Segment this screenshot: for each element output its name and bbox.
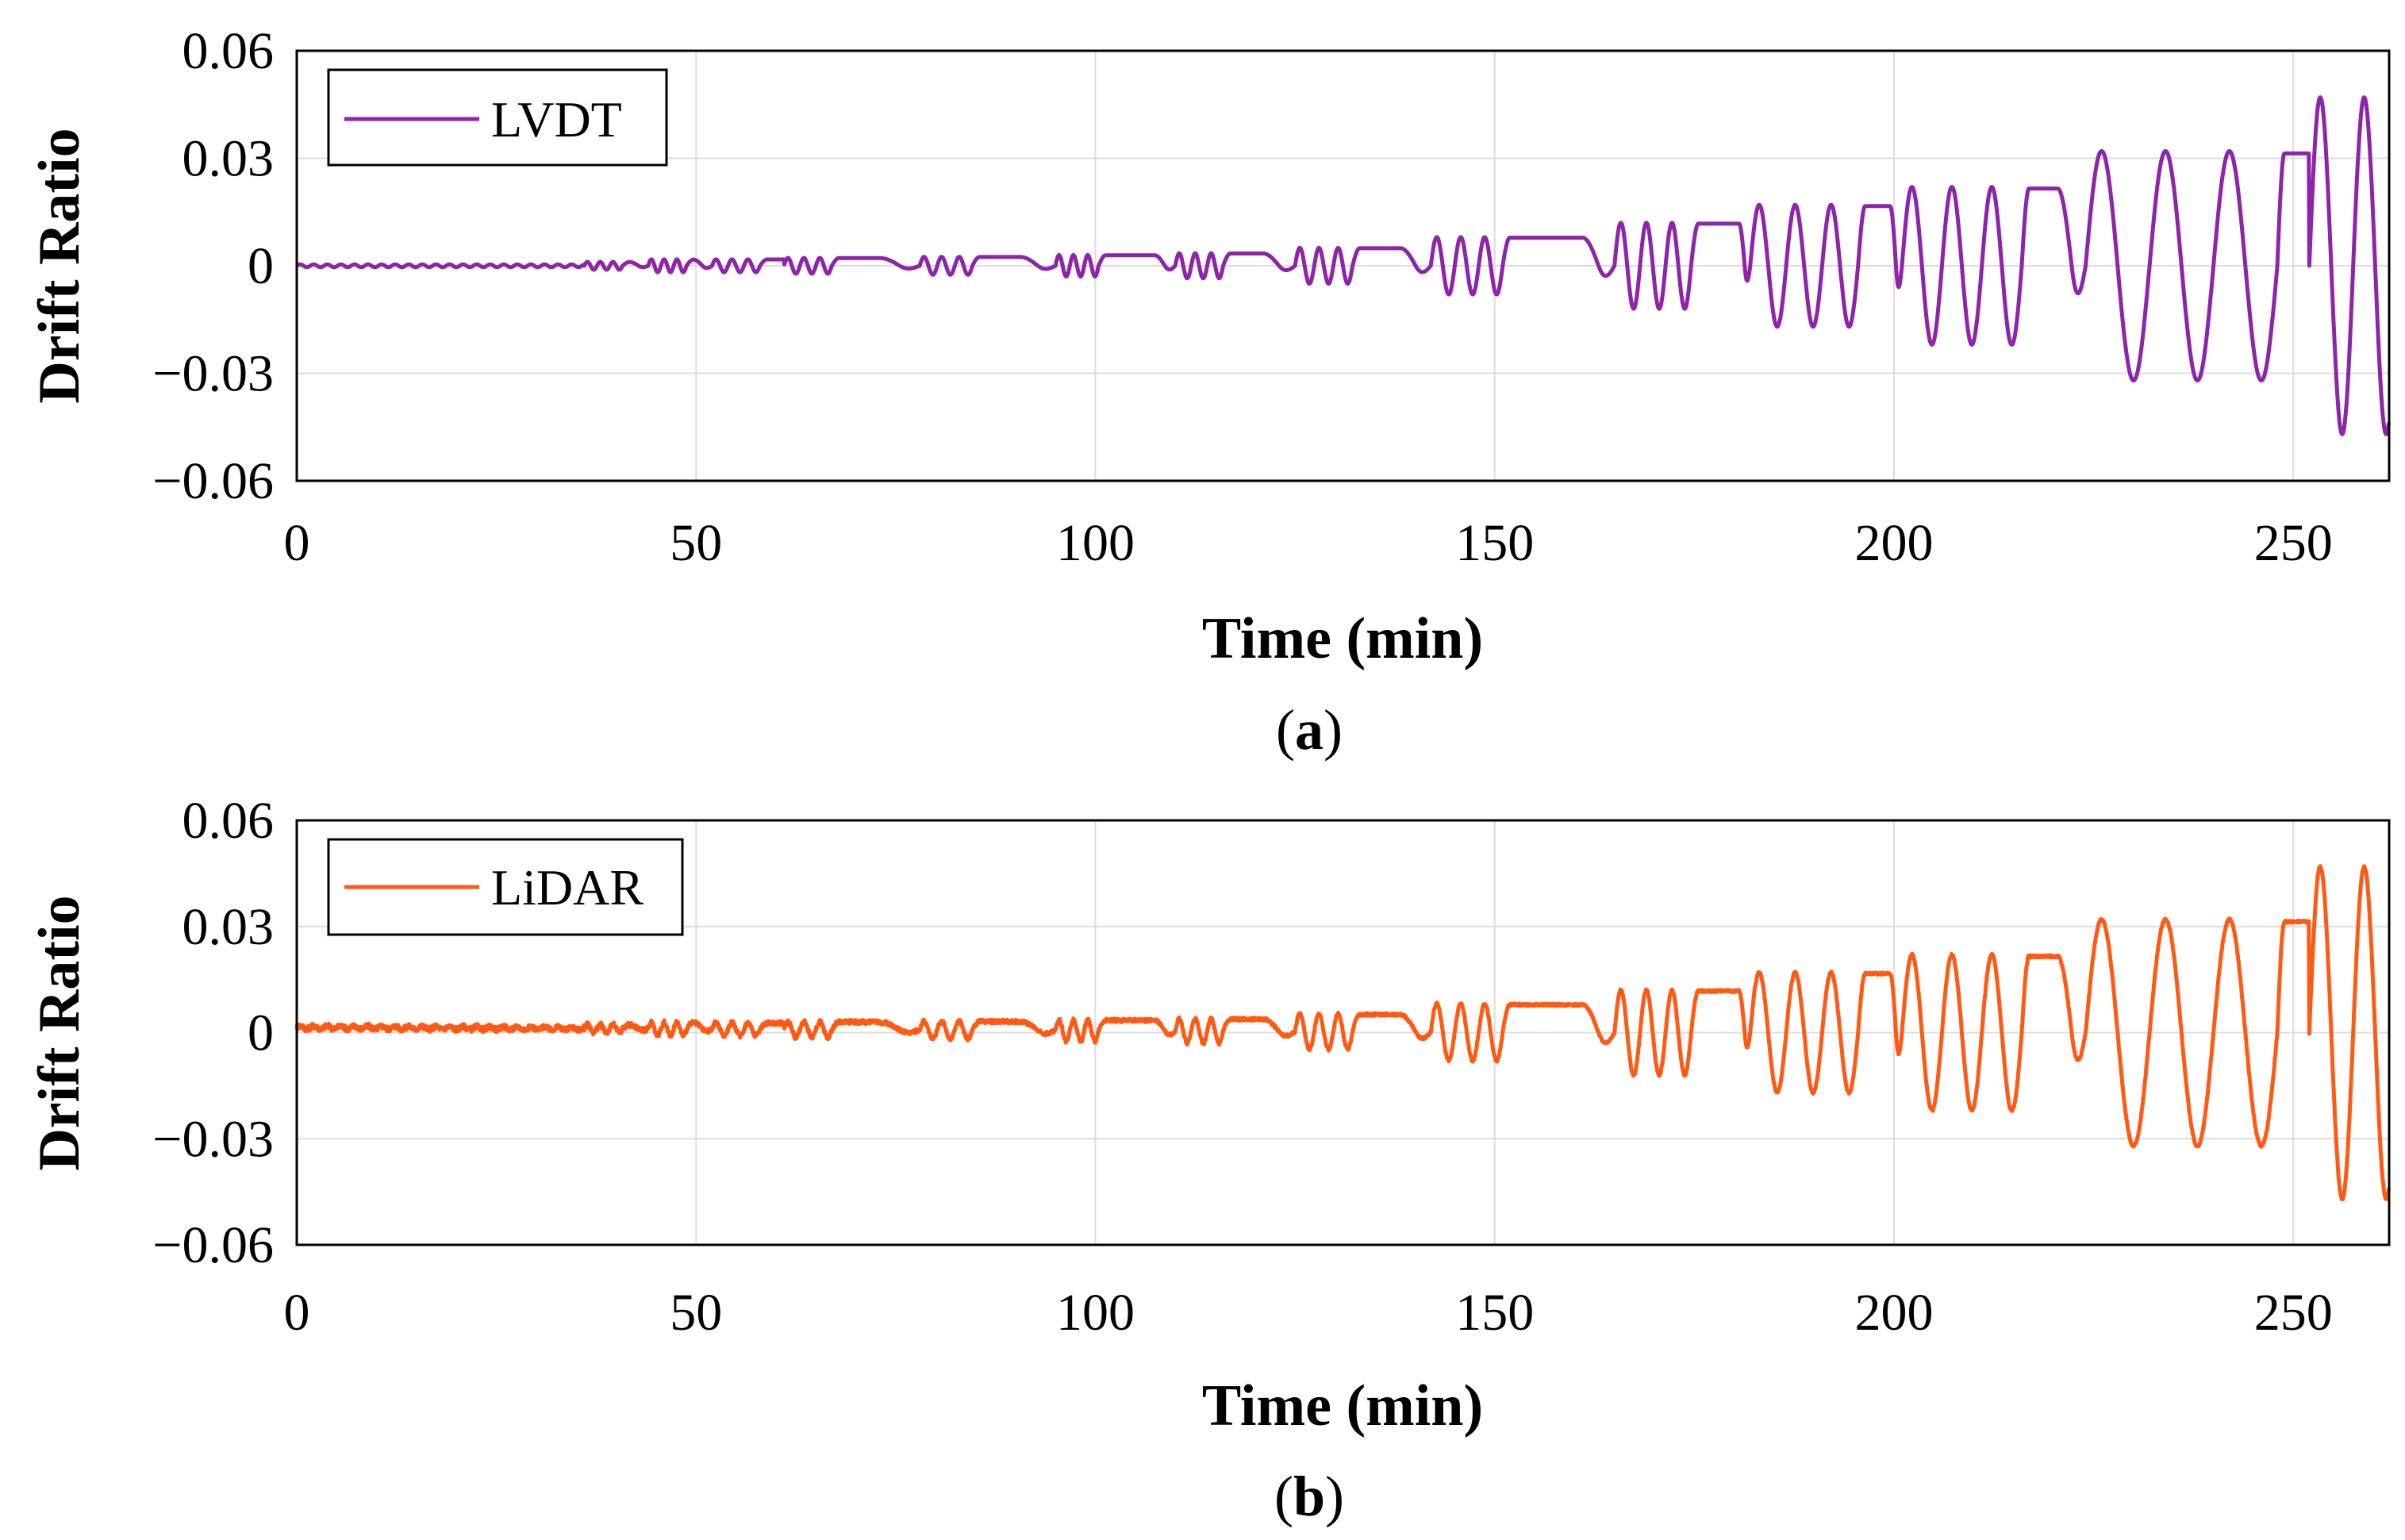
x-tick-label: 200 <box>1854 514 1933 572</box>
y-tick-label: 0.06 <box>182 792 275 850</box>
x-tick-label: 0 <box>284 514 310 572</box>
y-tick-labels: 0.06 0.03 0 −0.03 −0.06 <box>152 22 274 510</box>
y-tick-label: 0.03 <box>182 130 275 188</box>
legend-label-lidar: LiDAR <box>491 859 644 916</box>
x-tick-label: 100 <box>1056 514 1135 572</box>
y-axis-title: Drift Ratio <box>27 895 92 1170</box>
caption-letter-b: b <box>1293 1465 1325 1528</box>
y-tick-label: −0.03 <box>152 345 274 403</box>
legend-label-lvdt: LVDT <box>491 91 622 148</box>
x-axis-title: Time (min) <box>1202 1373 1483 1438</box>
x-tick-label: 50 <box>670 1284 722 1342</box>
y-tick-label: −0.06 <box>152 1216 274 1274</box>
x-tick-label: 100 <box>1056 1284 1135 1342</box>
y-tick-label: 0.03 <box>182 898 275 956</box>
panel-caption-a: (a) <box>1276 698 1343 762</box>
x-tick-labels: 0 50 100 150 200 250 <box>284 514 2333 572</box>
chart-panel-a: 0 50 100 150 200 250 0.06 0.03 0 −0.03 −0.06 Time… <box>27 22 2391 762</box>
series-line-lidar <box>294 864 2391 1202</box>
y-tick-label: 0 <box>248 1004 274 1062</box>
x-tick-label: 200 <box>1854 1284 1933 1342</box>
x-tick-label: 0 <box>284 1284 310 1342</box>
x-tick-labels: 0 50 100 150 200 250 <box>284 1284 2333 1342</box>
y-tick-label: −0.03 <box>152 1110 274 1168</box>
legend: LVDT <box>327 68 668 167</box>
legend: LiDAR <box>327 838 684 936</box>
chart-panel-b: 0 50 100 150 200 250 0.06 0.03 0 −0.03 −0.06 Time… <box>27 792 2391 1528</box>
series-line-lvdt <box>295 95 2391 436</box>
x-tick-label: 250 <box>2254 1284 2333 1342</box>
x-tick-label: 150 <box>1455 514 1534 572</box>
plot-area-frame <box>295 819 2391 1246</box>
y-tick-labels: 0.06 0.03 0 −0.03 −0.06 <box>152 792 274 1274</box>
x-axis-title: Time (min) <box>1202 606 1483 671</box>
y-tick-label: 0 <box>248 237 274 295</box>
caption-letter-a: a <box>1295 698 1324 762</box>
plot-area-frame <box>295 49 2391 482</box>
panel-caption-b: (b) <box>1274 1465 1344 1528</box>
x-tick-label: 250 <box>2254 514 2333 572</box>
x-tick-label: 150 <box>1455 1284 1534 1342</box>
y-tick-label: −0.06 <box>152 452 274 510</box>
y-tick-label: 0.06 <box>182 22 275 80</box>
y-axis-title: Drift Ratio <box>27 128 92 403</box>
x-tick-label: 50 <box>670 514 722 572</box>
